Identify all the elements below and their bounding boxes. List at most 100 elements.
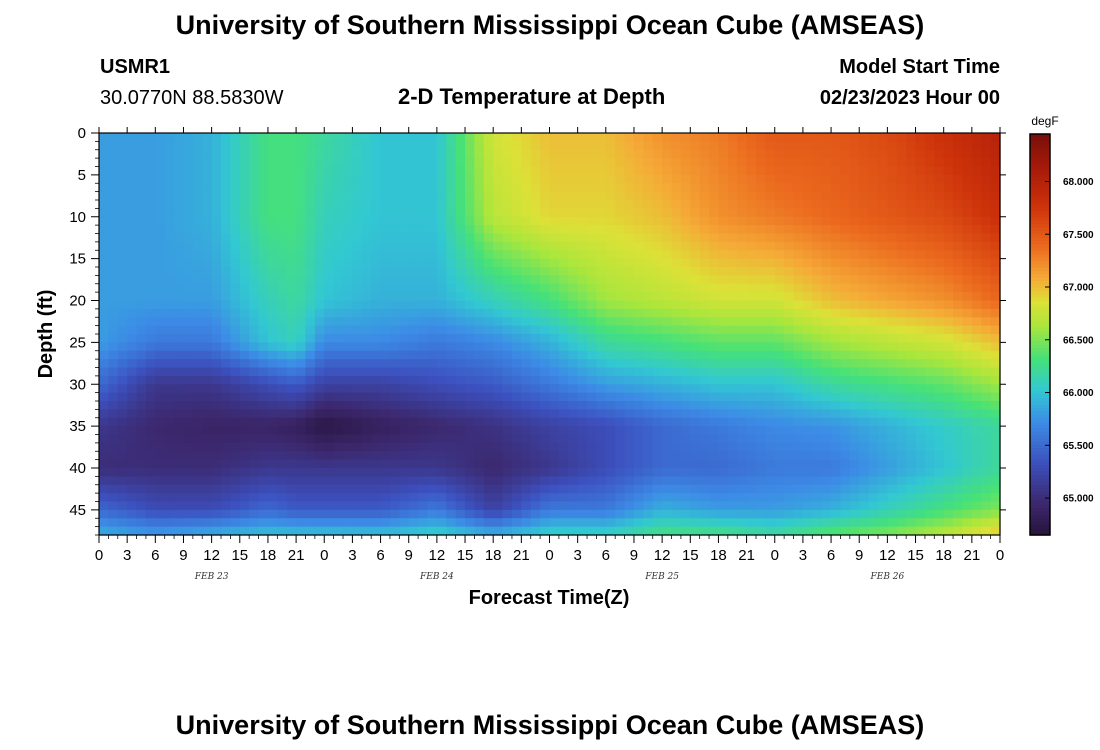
heatmap-cell: [906, 459, 917, 469]
heatmap-cell: [971, 183, 982, 193]
heatmap-cell: [183, 258, 194, 268]
heatmap-cell: [540, 317, 551, 327]
heatmap-cell: [324, 451, 335, 461]
heatmap-cell: [877, 141, 888, 151]
heatmap-cell: [211, 476, 222, 486]
heatmap-cell: [840, 174, 851, 184]
heatmap-cell: [915, 141, 926, 151]
model-start-value: 02/23/2023 Hour 00: [819, 87, 1000, 109]
heatmap-cell: [343, 334, 354, 343]
heatmap-cell: [343, 216, 354, 226]
heatmap-cell: [380, 275, 391, 285]
heatmap-cell: [633, 283, 644, 293]
heatmap-cell: [802, 149, 813, 159]
heatmap-cell: [643, 451, 654, 461]
heatmap-cell: [774, 267, 785, 276]
heatmap-cell: [530, 359, 541, 369]
heatmap-cell: [587, 149, 598, 159]
heatmap-cell: [155, 241, 166, 251]
heatmap-cell: [896, 451, 907, 461]
heatmap-cell: [812, 158, 823, 168]
heatmap-cell: [361, 375, 372, 385]
heatmap-cell: [643, 241, 654, 251]
heatmap-cell: [202, 417, 213, 427]
heatmap-cell: [615, 350, 626, 360]
heatmap-cell: [633, 158, 644, 168]
heatmap-cell: [831, 484, 842, 494]
heatmap-cell: [784, 484, 795, 494]
heatmap-cell: [418, 401, 429, 410]
heatmap-cell: [971, 174, 982, 184]
heatmap-cell: [314, 426, 325, 436]
heatmap-cell: [868, 518, 879, 528]
heatmap-cell: [896, 133, 907, 142]
heatmap-cell: [399, 476, 410, 486]
heatmap-cell: [671, 409, 682, 419]
heatmap-cell: [765, 267, 776, 276]
heatmap-cell: [127, 359, 138, 369]
heatmap-cell: [474, 476, 485, 486]
heatmap-cell: [155, 233, 166, 243]
heatmap-cell: [784, 476, 795, 486]
heatmap-cell: [877, 526, 888, 536]
heatmap-cell: [671, 308, 682, 318]
heatmap-cell: [971, 158, 982, 168]
heatmap-cell: [474, 451, 485, 461]
heatmap-cell: [709, 325, 720, 335]
heatmap-cell: [812, 350, 823, 360]
heatmap-cell: [558, 468, 569, 477]
heatmap-cell: [296, 174, 307, 184]
heatmap-cell: [896, 233, 907, 243]
colorbar-segment: [1030, 134, 1050, 138]
heatmap-cell: [155, 493, 166, 503]
heatmap-cell: [530, 174, 541, 184]
heatmap-cell: [690, 267, 701, 276]
y-tick-label: 10: [69, 209, 86, 226]
heatmap-cell: [671, 174, 682, 184]
heatmap-cell: [174, 518, 185, 528]
heatmap-cell: [774, 350, 785, 360]
heatmap-cell: [474, 200, 485, 209]
heatmap-cell: [802, 459, 813, 469]
heatmap-cell: [802, 308, 813, 318]
heatmap-cell: [877, 367, 888, 377]
heatmap-cell: [418, 200, 429, 209]
heatmap-cell: [577, 133, 588, 142]
heatmap-cell: [183, 325, 194, 335]
heatmap-cell: [296, 334, 307, 343]
heatmap-cell: [727, 409, 738, 419]
heatmap-cell: [605, 174, 616, 184]
heatmap-cell: [906, 149, 917, 159]
heatmap-cell: [962, 241, 973, 251]
heatmap-cell: [558, 250, 569, 260]
heatmap-cell: [859, 141, 870, 151]
heatmap-cell: [840, 375, 851, 385]
heatmap-cell: [108, 367, 119, 377]
heatmap-cell: [418, 493, 429, 503]
heatmap-cell: [399, 250, 410, 260]
heatmap-cell: [943, 174, 954, 184]
heatmap-cell: [849, 476, 860, 486]
heatmap-cell: [868, 375, 879, 385]
heatmap-cell: [877, 275, 888, 285]
heatmap-cell: [755, 325, 766, 335]
heatmap-cell: [746, 149, 757, 159]
heatmap-cell: [483, 183, 494, 193]
heatmap-cell: [183, 283, 194, 293]
heatmap-cell: [793, 367, 804, 377]
heatmap-cell: [145, 325, 156, 335]
heatmap-cell: [605, 317, 616, 327]
heatmap-cell: [230, 384, 241, 394]
heatmap-cell: [267, 308, 278, 318]
heatmap-cell: [868, 191, 879, 201]
heatmap-cell: [784, 518, 795, 528]
heatmap-cell: [962, 317, 973, 327]
heatmap-cell: [540, 275, 551, 285]
heatmap-cell: [887, 451, 898, 461]
heatmap-cell: [934, 375, 945, 385]
heatmap-cell: [465, 526, 476, 536]
heatmap-cell: [849, 359, 860, 369]
heatmap-cell: [662, 518, 673, 528]
heatmap-cell: [746, 158, 757, 168]
heatmap-cell: [427, 334, 438, 343]
